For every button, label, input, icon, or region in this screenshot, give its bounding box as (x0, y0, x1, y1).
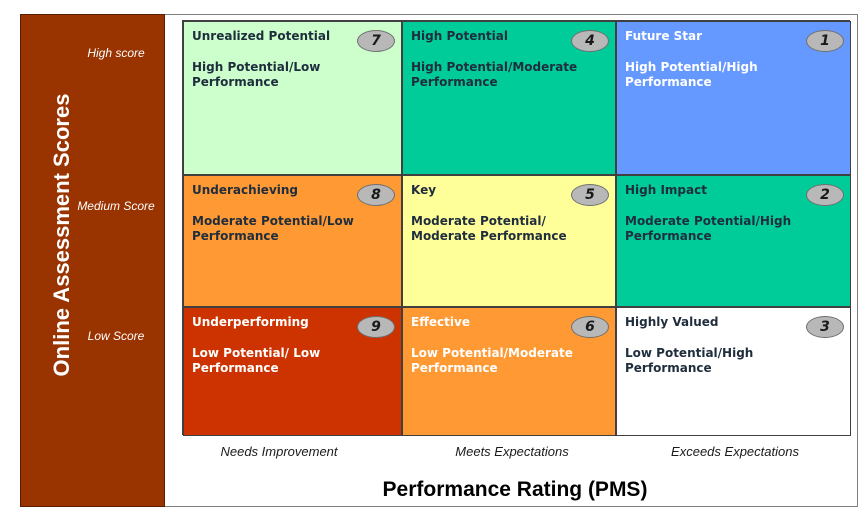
cell-number-badge: 3 (806, 316, 844, 338)
cell-description: Moderate Potential/High Performance (625, 214, 792, 243)
cell-number-badge: 1 (806, 30, 844, 52)
cell-number-badge: 8 (357, 184, 395, 206)
cell-effective: Effective Low Potential/Moderate Perform… (402, 307, 616, 436)
y-level-low: Low Score (87, 329, 145, 343)
y-level-medium: Medium Score (77, 199, 155, 213)
cell-underperforming: Underperforming Low Potential/ Low Perfo… (183, 307, 402, 436)
cell-title: Unrealized Potential (192, 29, 331, 43)
cell-number-badge: 9 (357, 316, 395, 338)
cell-key: Key Moderate Potential/ Moderate Perform… (402, 175, 616, 307)
cell-description: High Potential/High Performance (625, 60, 758, 89)
x-axis-title: Performance Rating (PMS) (382, 478, 648, 501)
cell-description: Moderate Potential/ Moderate Performance (411, 214, 567, 243)
cell-description: High Potential/Low Performance (192, 60, 321, 89)
x-level-exceeds-expectations: Exceeds Expectations (671, 444, 799, 459)
y-axis-bar (20, 14, 165, 507)
cell-number-badge: 5 (571, 184, 609, 206)
cell-title: Key (411, 183, 437, 197)
y-level-high: High score (87, 46, 145, 60)
cell-description: High Potential/Moderate Performance (411, 60, 578, 89)
cell-title: Underachieving (192, 183, 299, 197)
cell-title: Effective (411, 315, 470, 329)
cell-title: High Impact (625, 183, 707, 197)
cell-high-impact: High Impact Moderate Potential/High Perf… (616, 175, 851, 307)
cell-number-badge: 6 (571, 316, 609, 338)
cell-high-potential: High Potential High Potential/Moderate P… (402, 21, 616, 175)
cell-underachieving: Underachieving Moderate Potential/Low Pe… (183, 175, 402, 307)
cell-title: Underperforming (192, 315, 309, 329)
cell-number-badge: 2 (806, 184, 844, 206)
cell-description: Moderate Potential/Low Performance (192, 214, 354, 243)
y-axis-title: Online Assessment Scores (49, 93, 74, 377)
x-level-meets-expectations: Meets Expectations (455, 444, 569, 459)
cell-description: Low Potential/Moderate Performance (411, 346, 573, 375)
cell-title: Future Star (625, 29, 703, 43)
cell-unrealized-potential: Unrealized Potential High Potential/Low … (183, 21, 402, 175)
nine-box-grid: Unrealized Potential High Potential/Low … (182, 20, 851, 436)
cell-number-badge: 4 (571, 30, 609, 52)
cell-description: Low Potential/ Low Performance (192, 346, 321, 375)
cell-number-badge: 7 (357, 30, 395, 52)
cell-future-star: Future Star High Potential/High Performa… (616, 21, 851, 175)
cell-description: Low Potential/High Performance (625, 346, 754, 375)
cell-title: Highly Valued (625, 315, 719, 329)
cell-title: High Potential (411, 29, 508, 43)
x-level-needs-improvement: Needs Improvement (220, 444, 338, 459)
cell-highly-valued: Highly Valued Low Potential/High Perform… (616, 307, 851, 436)
